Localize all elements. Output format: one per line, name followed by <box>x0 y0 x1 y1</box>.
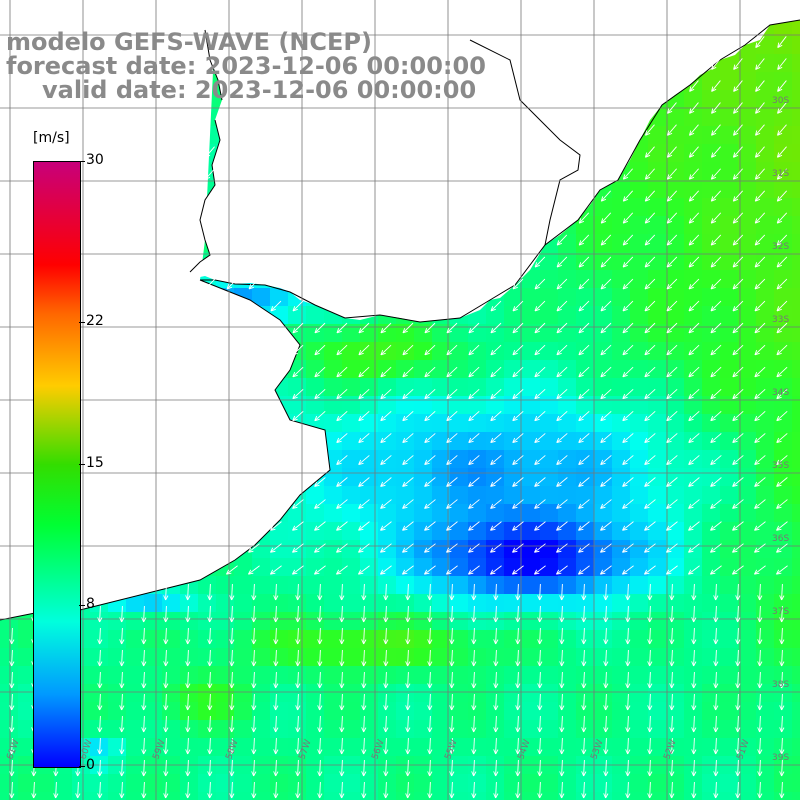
lat-label: 33S <box>772 315 789 325</box>
colorbar-unit: [m/s] <box>33 130 70 146</box>
wind-arrows <box>9 36 788 799</box>
coastline-argentina <box>0 279 331 621</box>
land-mass <box>0 0 800 322</box>
uruguay-border <box>469 39 581 246</box>
lat-label: 30S <box>772 96 789 106</box>
lat-label: 39S <box>772 753 789 763</box>
lat-label: 32S <box>772 242 789 252</box>
colorbar-tick-mark <box>79 322 85 324</box>
figure-title: modelo GEFS-WAVE (NCEP) forecast date: 2… <box>6 30 486 102</box>
title-model: modelo GEFS-WAVE (NCEP) <box>6 28 372 56</box>
lat-label: 36S <box>772 534 789 544</box>
colorbar-tick-label: 15 <box>86 454 104 471</box>
lat-label: 31S <box>772 169 789 179</box>
colorbar-gradient <box>33 161 81 768</box>
coastline-uruguay-brazil <box>200 19 800 323</box>
latitude-labels: 30S31S32S33S34S35S36S37S38S39S40S <box>772 96 789 763</box>
colorbar-tick-mark <box>79 463 85 465</box>
colorbar-tick-label: 8 <box>86 595 95 612</box>
colorbar-tick-label: 30 <box>86 152 104 168</box>
colorbar-tick-mark <box>79 604 85 606</box>
river-border-uruguay <box>189 119 221 273</box>
colorbar-tick-mark <box>79 766 85 767</box>
river-border-north <box>204 29 223 101</box>
colorbar-tick-mark <box>79 161 85 162</box>
lat-label: 37S <box>772 607 789 617</box>
title-valid-date: valid date: 2023-12-06 00:00:00 <box>42 76 477 104</box>
lat-label: 38S <box>772 680 789 690</box>
lat-label: 34S <box>772 388 789 398</box>
colorbar-tick-label: 0 <box>86 757 95 773</box>
title-forecast-date: forecast date: 2023-12-06 00:00:00 <box>6 52 486 80</box>
colorbar-tick-label: 22 <box>86 313 104 330</box>
colorbar-panel: [m/s] 30 22 15 8 0 <box>0 126 104 776</box>
lat-label: 35S <box>772 461 789 471</box>
land-southwest <box>0 30 330 620</box>
